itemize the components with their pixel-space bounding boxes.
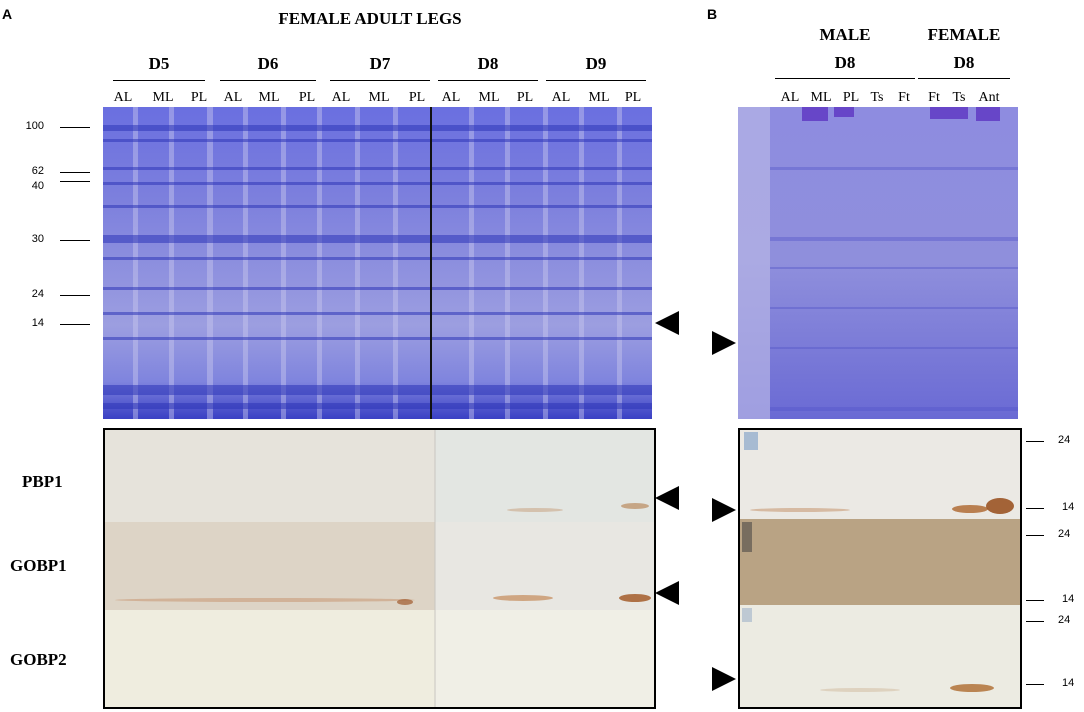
lane-label: AL: [223, 90, 243, 105]
lane-label: PL: [842, 90, 860, 105]
panel-a-letter: A: [2, 6, 13, 22]
day-underline: [438, 80, 538, 81]
lane-label: Ts: [952, 90, 966, 105]
day-underline: [220, 80, 316, 81]
mw-tick: [60, 181, 90, 182]
mw-marker-label: 40: [31, 180, 44, 192]
coomassie-gel-a: [103, 107, 652, 419]
mw-tick: [60, 240, 90, 241]
lane-label: Ant: [978, 90, 1000, 105]
mw-marker-label: 24: [31, 288, 44, 300]
lane-label: PL: [624, 90, 642, 105]
lane-label: ML: [478, 90, 500, 105]
day-underline: [546, 80, 646, 81]
arrow-marker: [655, 581, 679, 605]
group-day-label: D8: [834, 53, 856, 72]
day-label: D5: [148, 54, 170, 73]
lane-label: PL: [516, 90, 534, 105]
blot-label-pbp1: PBP1: [22, 472, 63, 491]
day-label: D9: [585, 54, 607, 73]
group-sex-label: MALE: [819, 25, 871, 44]
group-underline: [775, 78, 915, 79]
day-label: D8: [477, 54, 499, 73]
day-underline: [330, 80, 430, 81]
group-sex-label: FEMALE: [927, 25, 1001, 44]
arrow-marker: [655, 486, 679, 510]
lane-label: ML: [258, 90, 280, 105]
blot-label-gobp1: GOBP1: [10, 556, 67, 575]
lane-label: Ft: [898, 90, 910, 105]
lane-label: Ft: [928, 90, 940, 105]
mw-tick: [1026, 600, 1044, 601]
lane-label: PL: [408, 90, 426, 105]
mw-tick: [1026, 441, 1044, 442]
blot-label-gobp2: GOBP2: [10, 650, 67, 669]
mw-marker-label: 14: [1062, 501, 1075, 513]
panel-a-title: FEMALE ADULT LEGS: [278, 9, 462, 28]
lane-label: AL: [331, 90, 351, 105]
mw-marker-label: 14: [31, 317, 44, 329]
mw-tick: [60, 324, 90, 325]
western-blot-b: [738, 428, 1022, 709]
lane-label: ML: [368, 90, 390, 105]
mw-marker-label: 62: [31, 165, 44, 177]
coomassie-gel-b: [738, 107, 1018, 419]
mw-marker-label: 100: [25, 120, 44, 132]
lane-label: Ts: [870, 90, 884, 105]
arrow-marker: [712, 498, 736, 522]
panel-b-letter: B: [707, 6, 718, 22]
lane-label: AL: [551, 90, 571, 105]
day-label: D6: [257, 54, 279, 73]
mw-marker-label: 24: [1058, 434, 1071, 446]
day-underline: [113, 80, 205, 81]
mw-tick: [60, 172, 90, 173]
mw-tick: [60, 295, 90, 296]
day-label: D7: [369, 54, 391, 73]
mw-marker-label: 24: [1058, 614, 1071, 626]
mw-marker-label: 30: [31, 233, 44, 245]
lane-label: ML: [588, 90, 610, 105]
mw-tick: [1026, 684, 1044, 685]
lane-label: AL: [113, 90, 133, 105]
lane-label: AL: [441, 90, 461, 105]
arrow-marker: [712, 331, 736, 355]
mw-marker-label: 14: [1062, 677, 1075, 689]
western-blot-a: [103, 428, 656, 709]
lane-label: ML: [152, 90, 174, 105]
group-underline: [918, 78, 1010, 79]
mw-tick: [1026, 508, 1044, 509]
mw-tick: [60, 127, 90, 128]
mw-tick: [1026, 621, 1044, 622]
arrow-marker: [655, 311, 679, 335]
lane-label: PL: [298, 90, 316, 105]
arrow-marker: [712, 667, 736, 691]
mw-marker-label: 14: [1062, 593, 1075, 605]
mw-marker-label: 24: [1058, 528, 1071, 540]
mw-tick: [1026, 535, 1044, 536]
group-day-label: D8: [953, 53, 975, 72]
lane-label: PL: [190, 90, 208, 105]
lane-label: AL: [780, 90, 800, 105]
lane-label: ML: [810, 90, 832, 105]
